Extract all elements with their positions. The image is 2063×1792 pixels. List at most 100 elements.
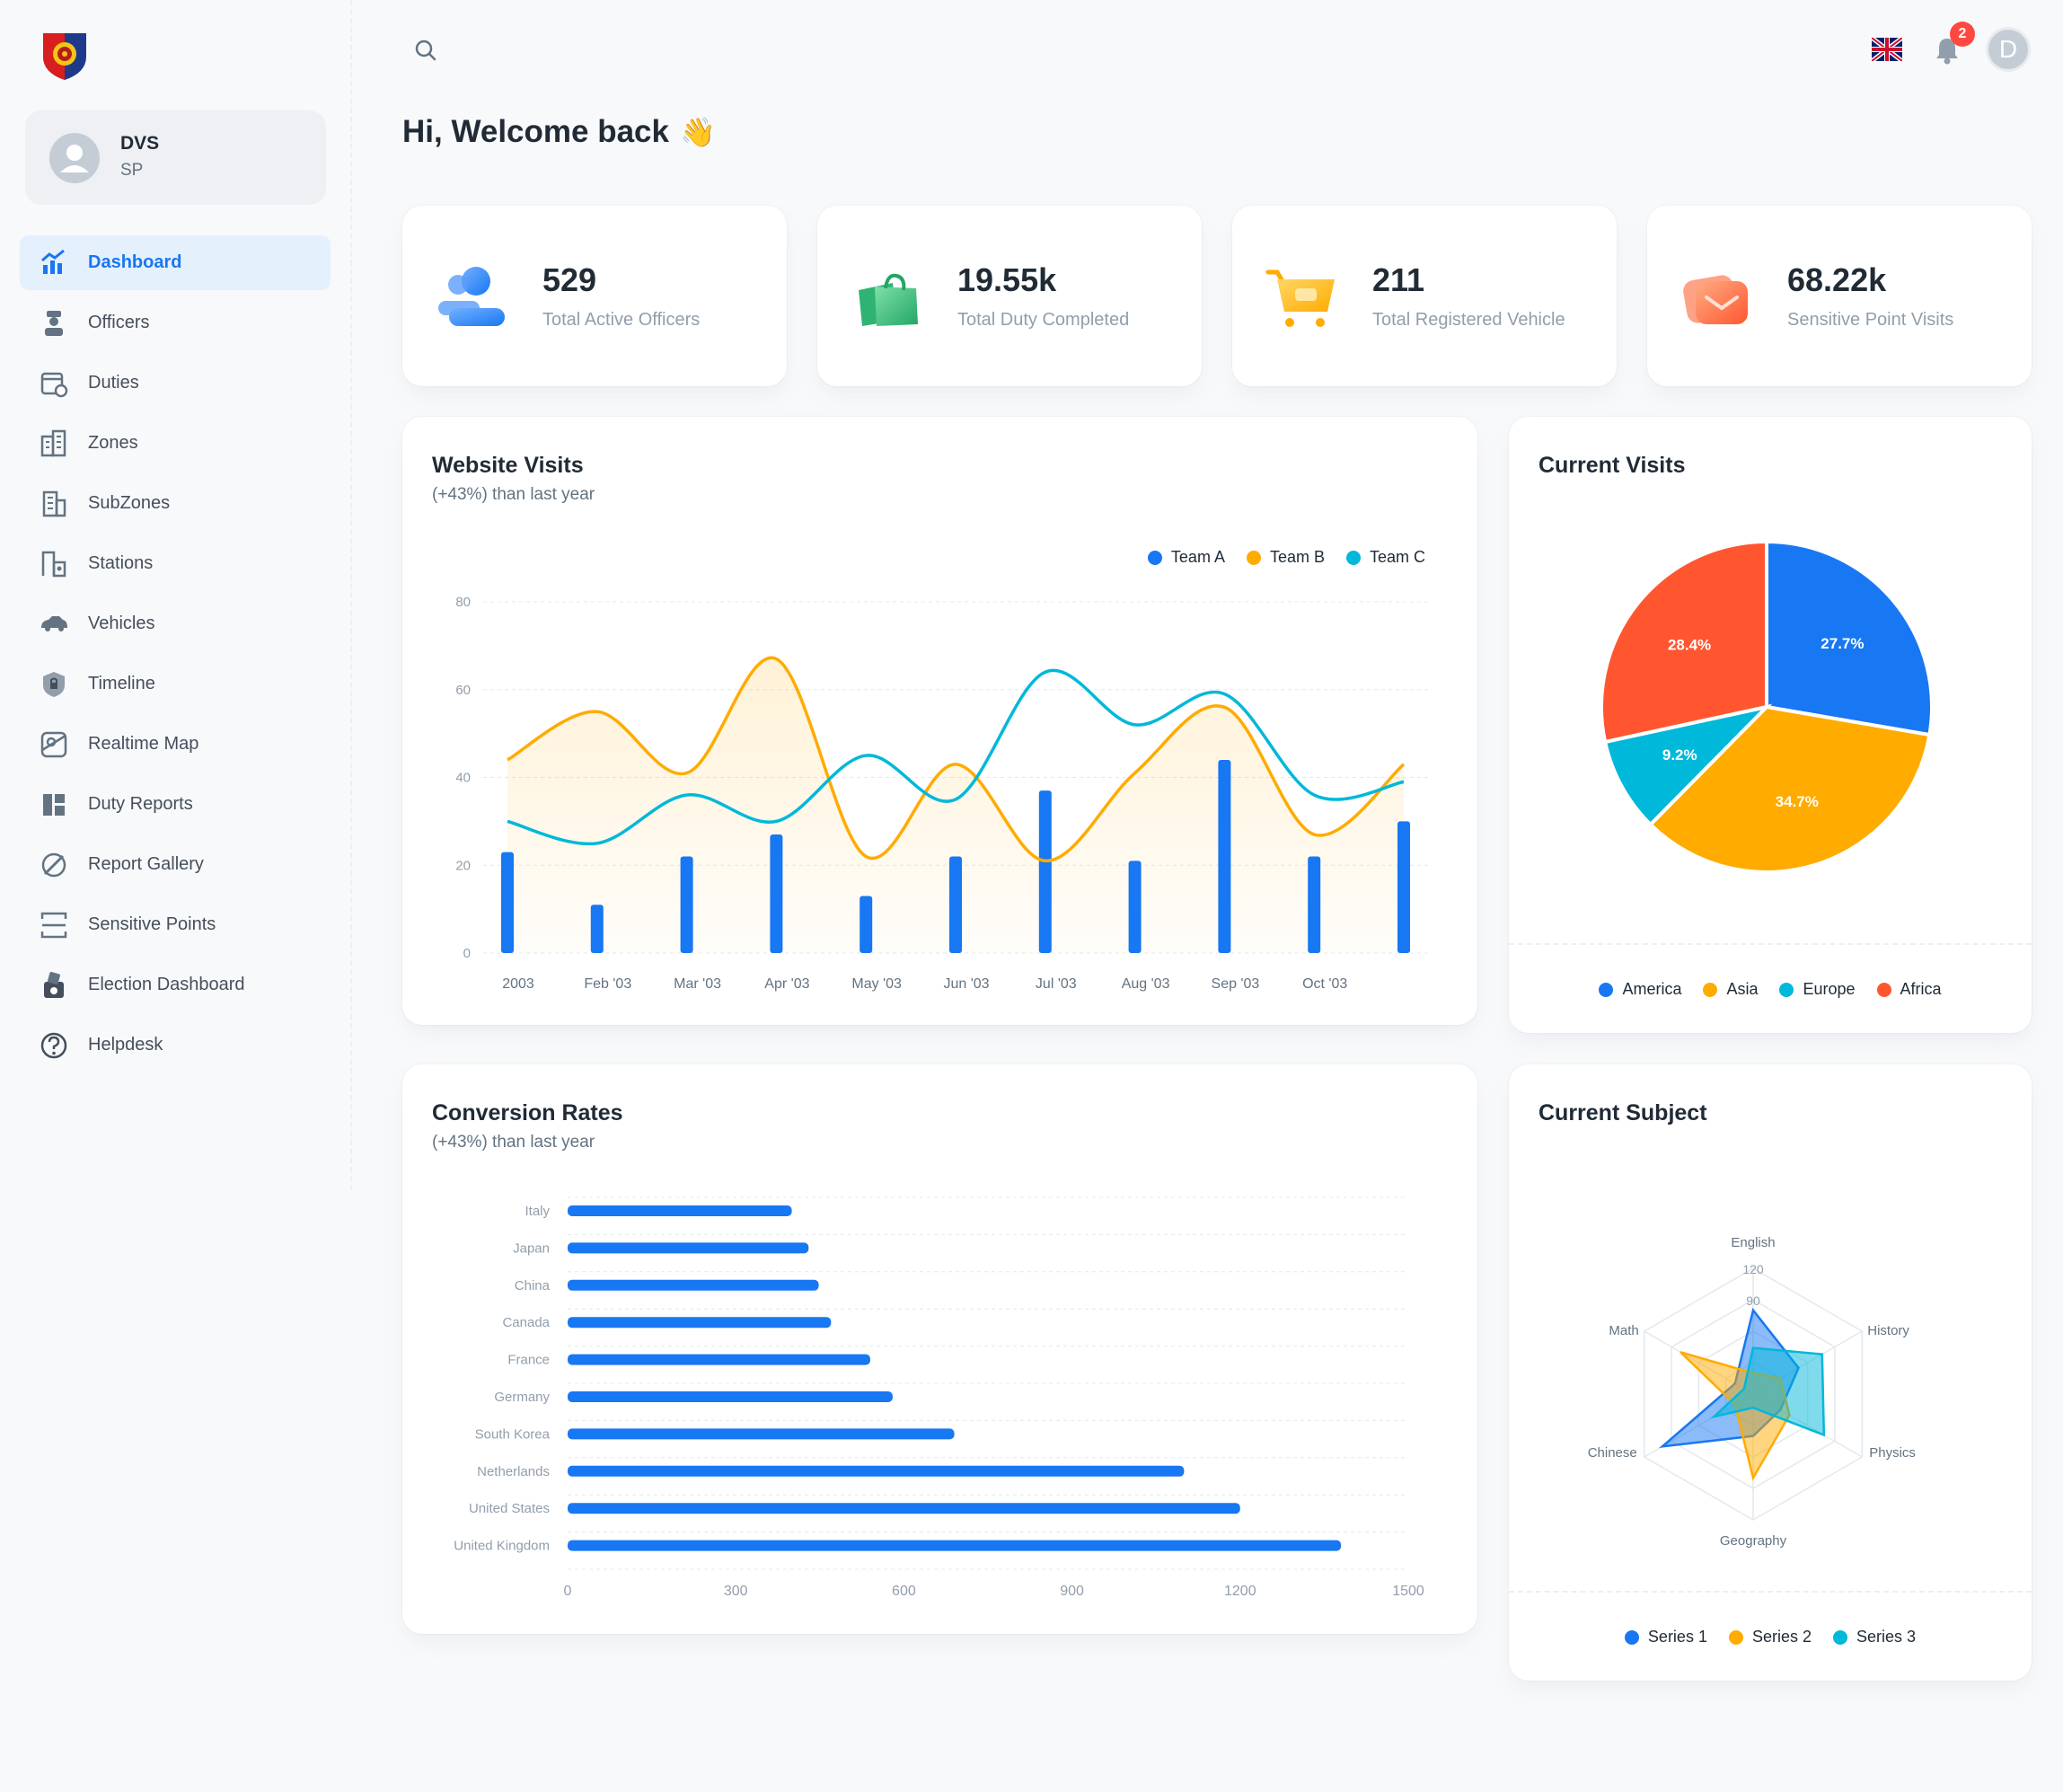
stat-card-vehicle: 211 Total Registered Vehicle bbox=[1232, 206, 1617, 386]
radar-tick-label: 90 bbox=[1746, 1293, 1760, 1308]
legend-dot bbox=[1624, 1629, 1639, 1645]
conversion-bar bbox=[568, 1354, 870, 1365]
legend-item[interactable]: Team A bbox=[1147, 548, 1225, 567]
x-tick-label: 600 bbox=[892, 1584, 916, 1599]
team-a-bar bbox=[949, 856, 962, 953]
user-avatar[interactable]: D bbox=[1986, 27, 2031, 72]
chart-legend: Series 1 Series 2 Series 3 bbox=[1509, 1628, 2032, 1646]
website-visits-chart: 0 20 40 60 80 2003 Feb '03 Mar '03 Apr '03 May '0… bbox=[455, 595, 1428, 992]
sidebar-item-label: Duties bbox=[88, 373, 139, 393]
sidebar-item-officers[interactable]: Officers bbox=[20, 296, 331, 350]
card-title: Conversion Rates bbox=[432, 1100, 623, 1126]
legend-label: Series 2 bbox=[1751, 1628, 1812, 1646]
legend-item[interactable]: Team B bbox=[1246, 548, 1325, 567]
y-tick-label: Canada bbox=[502, 1315, 550, 1330]
sidebar-item-sensitive-points[interactable]: Sensitive Points bbox=[20, 897, 331, 952]
sidebar-item-zones[interactable]: Zones bbox=[20, 416, 331, 471]
stat-value: 529 bbox=[542, 261, 597, 298]
x-tick-label: 2003 bbox=[502, 976, 534, 992]
y-tick-label: 20 bbox=[455, 858, 471, 873]
radar-axis-label: English bbox=[1731, 1235, 1775, 1250]
sidebar-item-label: Realtime Map bbox=[88, 734, 199, 754]
car-icon bbox=[38, 608, 70, 640]
legend-dot bbox=[1599, 982, 1614, 997]
sidebar-item-timeline[interactable]: Timeline bbox=[20, 657, 331, 711]
x-tick-label: Sep '03 bbox=[1212, 976, 1260, 992]
sidebar-item-label: Vehicles bbox=[88, 614, 155, 633]
radar-axis-label: Geography bbox=[1720, 1533, 1787, 1549]
shopping-bag-icon bbox=[850, 261, 927, 335]
team-a-bar bbox=[1218, 759, 1231, 953]
card-subtitle: (+43%) than last year bbox=[432, 485, 595, 504]
chart-legend: Team A Team B Team C bbox=[1147, 548, 1425, 567]
users-icon bbox=[435, 261, 512, 335]
sidebar-item-election-dashboard[interactable]: Election Dashboard bbox=[20, 958, 331, 1012]
station-icon bbox=[38, 548, 70, 580]
sidebar-item-dashboard[interactable]: Dashboard bbox=[20, 235, 331, 290]
stat-card-officers: 529 Total Active Officers bbox=[402, 206, 787, 386]
shield-lock-icon bbox=[38, 668, 70, 701]
x-tick-label: Aug '03 bbox=[1122, 976, 1170, 992]
bell-icon[interactable] bbox=[1931, 34, 1963, 66]
sidebar-item-duties[interactable]: Duties bbox=[20, 356, 331, 410]
conversion-bar bbox=[568, 1465, 1185, 1477]
y-tick-label: United States bbox=[469, 1501, 550, 1516]
sidebar-item-helpdesk[interactable]: Helpdesk bbox=[20, 1018, 331, 1073]
sidebar-item-realtime-map[interactable]: Realtime Map bbox=[20, 717, 331, 772]
y-tick-label: Japan bbox=[513, 1240, 550, 1256]
y-tick-label: Italy bbox=[525, 1204, 550, 1219]
card-title: Current Visits bbox=[1538, 453, 1686, 478]
gallery-icon bbox=[38, 849, 70, 881]
legend-item[interactable]: Africa bbox=[1876, 980, 1942, 999]
cart-icon bbox=[1265, 261, 1342, 335]
legend-label: Africa bbox=[1900, 980, 1942, 998]
pie-slice-asia bbox=[1647, 704, 1932, 874]
conversion-bar bbox=[568, 1205, 792, 1216]
stat-card-duty: 19.55k Total Duty Completed bbox=[817, 206, 1202, 386]
legend-dot bbox=[1833, 1629, 1848, 1645]
card-title: Current Subject bbox=[1538, 1100, 1707, 1126]
ballot-box-icon bbox=[38, 969, 70, 1002]
legend-divider bbox=[1509, 1591, 2032, 1593]
team-a-bar bbox=[501, 852, 514, 953]
y-tick-label: 60 bbox=[455, 683, 471, 698]
legend-item[interactable]: Europe bbox=[1779, 980, 1856, 999]
search-icon[interactable] bbox=[412, 37, 439, 64]
legend-item[interactable]: Series 3 bbox=[1833, 1628, 1916, 1646]
legend-item[interactable]: Asia bbox=[1703, 980, 1758, 999]
pie-data-label: 9.2% bbox=[1662, 746, 1697, 764]
radar-axis-label: History bbox=[1867, 1323, 1909, 1338]
conversion-bar bbox=[568, 1428, 955, 1440]
sidebar-item-report-gallery[interactable]: Report Gallery bbox=[20, 837, 331, 892]
x-tick-label: Feb '03 bbox=[584, 976, 631, 992]
website-visits-card: Website Visits (+43%) than last year Tea… bbox=[402, 417, 1477, 1025]
sidebar-item-label: Helpdesk bbox=[88, 1035, 163, 1055]
current-visits-card: Current Visits 27.7% 34.7% 9.2% 28.4% Ameri… bbox=[1509, 417, 2032, 1033]
sidebar-item-stations[interactable]: Stations bbox=[20, 536, 331, 591]
conversion-bar bbox=[568, 1317, 832, 1329]
legend-item[interactable]: America bbox=[1599, 980, 1681, 999]
conversion-bar bbox=[568, 1279, 819, 1291]
sidebar-item-label: Zones bbox=[88, 433, 138, 453]
stat-card-sensitive: 68.22k Sensitive Point Visits bbox=[1647, 206, 2032, 386]
sidebar-item-vehicles[interactable]: Vehicles bbox=[20, 596, 331, 651]
sidebar-item-subzones[interactable]: SubZones bbox=[20, 476, 331, 531]
legend-label: Team A bbox=[1170, 548, 1225, 566]
legend-label: America bbox=[1622, 980, 1682, 998]
police-logo[interactable] bbox=[40, 30, 90, 82]
uk-flag-icon[interactable] bbox=[1870, 36, 1904, 63]
team-b-line bbox=[507, 656, 1406, 863]
legend-item[interactable]: Series 1 bbox=[1624, 1628, 1707, 1646]
account-card[interactable]: DVS SP bbox=[25, 110, 326, 205]
radar-axis-label: Physics bbox=[1869, 1445, 1916, 1461]
y-tick-label: South Korea bbox=[475, 1426, 551, 1442]
legend-label: Asia bbox=[1726, 980, 1759, 998]
legend-item[interactable]: Team C bbox=[1345, 548, 1425, 567]
conversion-rates-card: Conversion Rates (+43%) than last year I… bbox=[402, 1064, 1477, 1634]
radar-series-3 bbox=[1710, 1346, 1826, 1437]
sidebar: DVS SP Dashboard Officers Duties Zones SubZo… bbox=[0, 0, 352, 1190]
sidebar-item-duty-reports[interactable]: Duty Reports bbox=[20, 777, 331, 832]
legend-item[interactable]: Series 2 bbox=[1728, 1628, 1812, 1646]
radar-axis-label: Math bbox=[1609, 1323, 1638, 1338]
legend-label: Series 1 bbox=[1647, 1628, 1707, 1646]
